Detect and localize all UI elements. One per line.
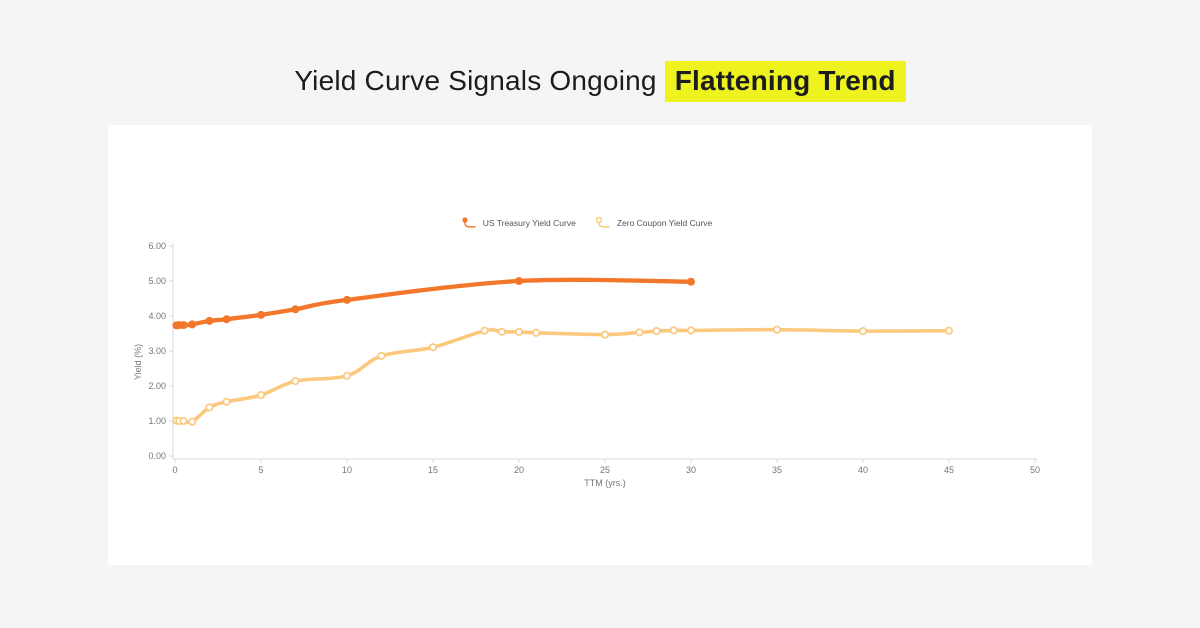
series-line-0 bbox=[174, 277, 694, 328]
x-tick-label: 5 bbox=[258, 465, 263, 475]
data-point bbox=[858, 327, 868, 336]
data-point bbox=[635, 328, 644, 337]
title-text: Yield Curve Signals Ongoing bbox=[294, 65, 657, 96]
legend-label: US Treasury Yield Curve bbox=[482, 218, 576, 228]
data-point bbox=[188, 417, 197, 426]
x-tick-label: 40 bbox=[858, 465, 868, 475]
x-tick-label: 10 bbox=[342, 465, 352, 475]
y-tick-label: 0.00 bbox=[148, 451, 166, 461]
x-axis-title: TTM (yrs.) bbox=[584, 478, 625, 488]
x-tick-label: 50 bbox=[1030, 465, 1040, 475]
data-point bbox=[428, 343, 438, 352]
data-point bbox=[291, 305, 300, 314]
chart-legend: US Treasury Yield Curve Zero Coupon Yield… bbox=[108, 217, 1066, 229]
data-point bbox=[514, 327, 524, 336]
y-axis-title: Yield (%) bbox=[133, 344, 143, 380]
data-point bbox=[205, 316, 214, 325]
y-tick-label: 6.00 bbox=[148, 241, 166, 251]
data-point bbox=[205, 403, 214, 412]
chart-card: US Treasury Yield Curve Zero Coupon Yield… bbox=[108, 125, 1092, 565]
data-point bbox=[600, 330, 610, 339]
data-point bbox=[222, 397, 231, 406]
legend-item-1[interactable]: Zero Coupon Yield Curve bbox=[595, 217, 713, 229]
data-point bbox=[179, 321, 188, 330]
x-tick-label: 45 bbox=[944, 465, 954, 475]
legend-item-0[interactable]: US Treasury Yield Curve bbox=[462, 217, 576, 229]
x-tick-label: 15 bbox=[428, 465, 438, 475]
x-tick-label: 20 bbox=[514, 465, 524, 475]
x-tick-label: 25 bbox=[600, 465, 610, 475]
page-title: Yield Curve Signals Ongoing Flattening Tr… bbox=[0, 61, 1200, 102]
y-tick-label: 2.00 bbox=[148, 381, 166, 391]
data-point bbox=[188, 320, 197, 329]
data-point bbox=[342, 371, 352, 380]
y-tick-label: 5.00 bbox=[148, 276, 166, 286]
data-point bbox=[480, 326, 489, 335]
legend-line-marker-icon bbox=[462, 217, 476, 228]
data-point bbox=[179, 416, 188, 426]
data-point bbox=[256, 391, 266, 400]
x-tick-label: 30 bbox=[686, 465, 696, 475]
y-tick-label: 4.00 bbox=[148, 311, 166, 321]
data-point bbox=[291, 377, 300, 386]
data-point bbox=[772, 325, 782, 334]
data-point bbox=[669, 326, 678, 335]
legend-line-marker-icon bbox=[595, 217, 610, 228]
data-point bbox=[687, 277, 695, 286]
data-point bbox=[497, 327, 506, 336]
yield-curve-chart: 0.00 1.00 2.00 3.00 4.00 5.00 6.00 0 5 10 15 20 25 30… bbox=[133, 241, 1040, 488]
legend-label: Zero Coupon Yield Curve bbox=[616, 218, 713, 228]
x-tick-label: 35 bbox=[772, 465, 782, 475]
data-point bbox=[377, 351, 386, 360]
data-point bbox=[652, 327, 661, 336]
series-line-1 bbox=[174, 327, 951, 425]
data-point bbox=[532, 328, 541, 337]
y-tick-label: 1.00 bbox=[148, 416, 166, 426]
data-point bbox=[257, 310, 265, 319]
data-point bbox=[944, 326, 954, 335]
data-point bbox=[686, 326, 696, 335]
data-point bbox=[515, 277, 523, 285]
data-point bbox=[222, 315, 231, 324]
y-tick-label: 3.00 bbox=[148, 346, 166, 356]
title-highlight: Flattening Trend bbox=[664, 61, 906, 102]
data-point bbox=[343, 295, 351, 304]
x-tick-label: 0 bbox=[172, 465, 177, 475]
